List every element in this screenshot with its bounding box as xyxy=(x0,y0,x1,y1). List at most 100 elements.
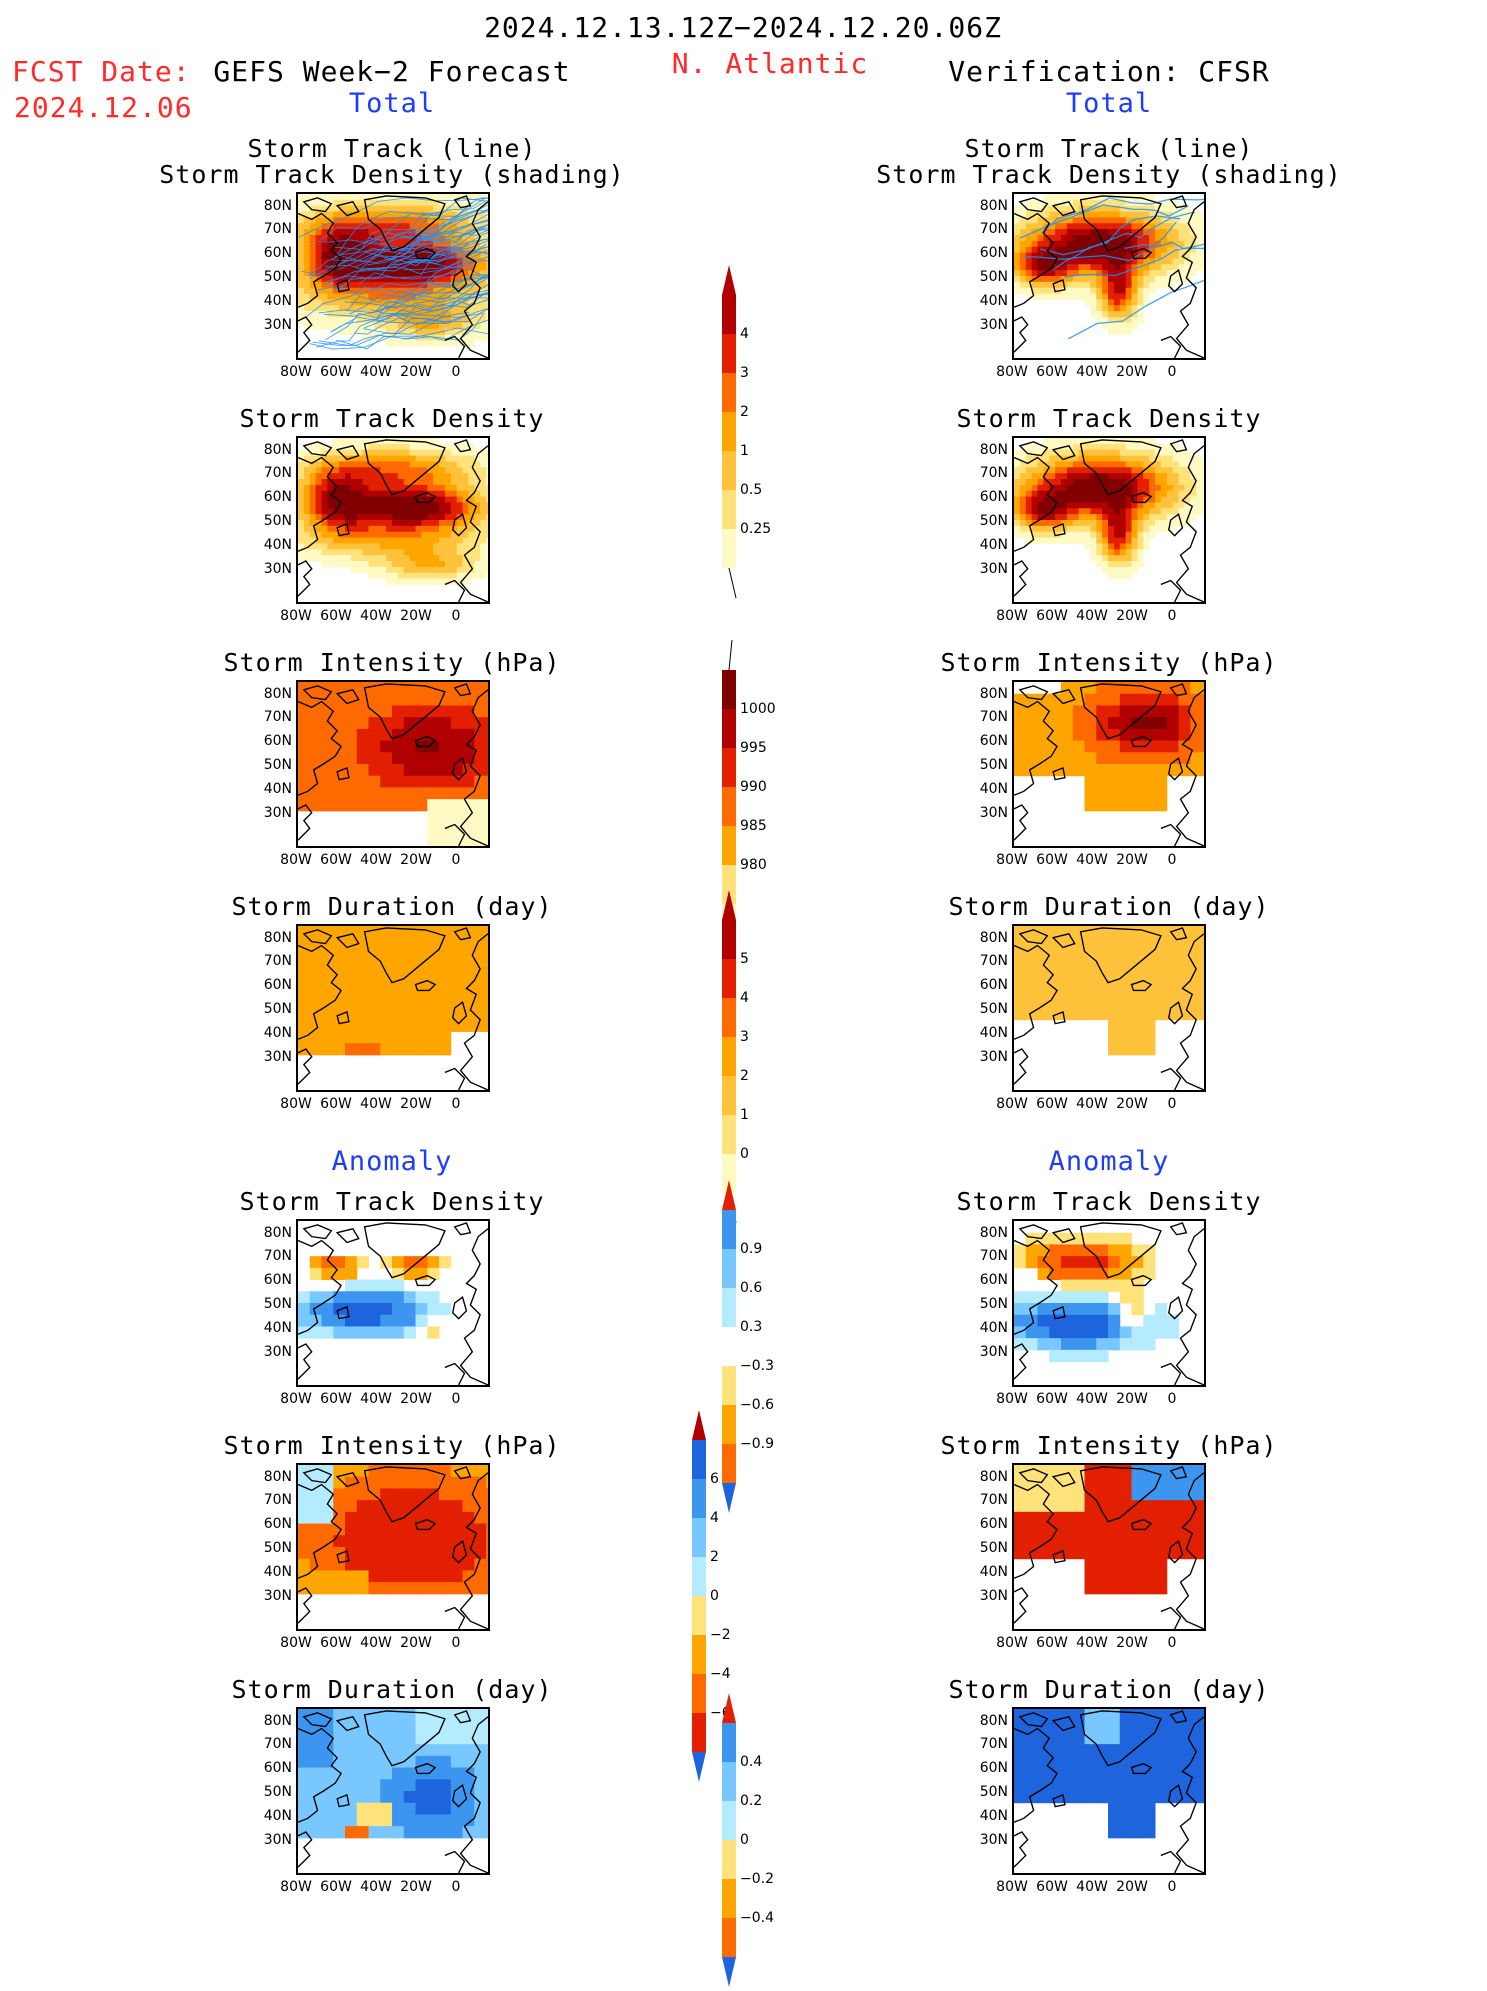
field-cell xyxy=(1108,1767,1121,1780)
field-cell xyxy=(415,578,422,585)
field-cell xyxy=(321,1267,334,1281)
field-cell xyxy=(374,549,381,556)
field-cell xyxy=(1019,461,1027,468)
field-cell xyxy=(1113,252,1121,259)
field-cell xyxy=(415,1732,428,1745)
field-cell xyxy=(1113,479,1121,486)
field-cell xyxy=(439,1558,452,1571)
field-cell xyxy=(462,578,469,585)
field-cell xyxy=(427,949,440,962)
field-cell xyxy=(356,775,370,788)
field-cell xyxy=(1096,287,1103,295)
field-cell xyxy=(1131,1465,1144,1478)
field-cell xyxy=(1184,473,1191,480)
field-cell xyxy=(450,461,458,468)
field-cell xyxy=(1108,949,1121,962)
field-cell xyxy=(409,229,417,236)
field-cell xyxy=(415,543,422,550)
field-cell xyxy=(1072,520,1080,527)
field-cell xyxy=(1096,1279,1109,1292)
field-cell xyxy=(1043,484,1050,492)
field-cell xyxy=(1137,299,1144,306)
field-cell xyxy=(409,561,417,568)
field-cell xyxy=(427,996,440,1009)
field-cell xyxy=(321,449,328,457)
lat-tick-label: 70N xyxy=(979,221,1008,237)
colorbar-segment xyxy=(692,1440,706,1479)
coastline xyxy=(336,278,350,293)
field-cell xyxy=(321,299,328,306)
field-cell xyxy=(1155,1547,1168,1560)
coastline xyxy=(363,439,446,496)
field-cell xyxy=(486,555,488,562)
field-cell xyxy=(339,467,346,474)
field-cell xyxy=(339,311,346,318)
field-cell xyxy=(1172,520,1180,527)
coastline xyxy=(1169,439,1188,453)
field-cell xyxy=(339,235,346,242)
colorbar-label: −0.9 xyxy=(740,1436,774,1452)
field-cell xyxy=(427,311,434,318)
field-cell xyxy=(1061,194,1068,201)
field-cell xyxy=(1049,1267,1062,1281)
field-cell xyxy=(321,1326,334,1339)
coastline xyxy=(1014,804,1029,841)
field-cell xyxy=(315,479,322,486)
field-cell xyxy=(368,537,375,544)
field-cell xyxy=(1119,490,1127,498)
field-cell xyxy=(1166,984,1180,997)
field-cell xyxy=(403,961,417,974)
field-cell xyxy=(450,810,464,824)
field-cell xyxy=(1043,270,1050,277)
field-cell xyxy=(345,1755,358,1769)
coastline xyxy=(1130,1274,1153,1287)
field-cell xyxy=(1108,1744,1121,1757)
field-cell xyxy=(1084,229,1091,236)
field-cell xyxy=(1108,1244,1121,1257)
field-cell xyxy=(486,287,488,295)
field-cell xyxy=(1113,281,1121,289)
colorbar-segment xyxy=(722,1840,736,1879)
storm-track-line xyxy=(404,238,488,264)
field-cell xyxy=(439,1791,452,1804)
field-cell xyxy=(350,508,358,515)
field-cell xyxy=(298,525,305,533)
field-cell xyxy=(439,479,446,486)
field-cell xyxy=(1049,293,1056,300)
field-cell xyxy=(1066,496,1074,503)
field-cell xyxy=(439,578,446,585)
field-cell xyxy=(356,537,364,544)
field-cell xyxy=(474,1547,487,1560)
field-cell xyxy=(1096,937,1109,950)
field-cell xyxy=(1025,514,1033,521)
field-cell xyxy=(456,449,464,457)
field-cell xyxy=(309,514,317,521)
field-cell xyxy=(433,340,440,347)
field-cell xyxy=(368,1755,381,1769)
coastline xyxy=(335,933,360,949)
field-cell xyxy=(345,467,352,474)
field-cell xyxy=(362,461,370,468)
field-cell xyxy=(1061,1244,1074,1257)
field-cell xyxy=(1202,252,1204,259)
field-cell xyxy=(1072,926,1086,939)
field-cell xyxy=(444,514,452,521)
field-cell xyxy=(433,502,440,509)
field-cell xyxy=(309,1465,322,1478)
lat-tick-label: 30N xyxy=(263,1049,292,1065)
field-cell xyxy=(1131,682,1144,695)
field-cell xyxy=(321,467,328,474)
field-cell xyxy=(462,1511,475,1525)
field-cell xyxy=(380,194,387,201)
field-cell xyxy=(1143,514,1150,521)
field-cell xyxy=(415,484,422,492)
field-cell xyxy=(1160,455,1168,462)
field-cell xyxy=(1090,514,1097,521)
field-cell xyxy=(350,537,358,544)
field-cell xyxy=(486,996,488,1009)
field-cell xyxy=(1049,1465,1062,1478)
field-cell xyxy=(315,508,322,515)
lat-tick-label: 80N xyxy=(263,930,292,946)
field-cell xyxy=(321,484,328,492)
field-cell xyxy=(480,566,487,574)
